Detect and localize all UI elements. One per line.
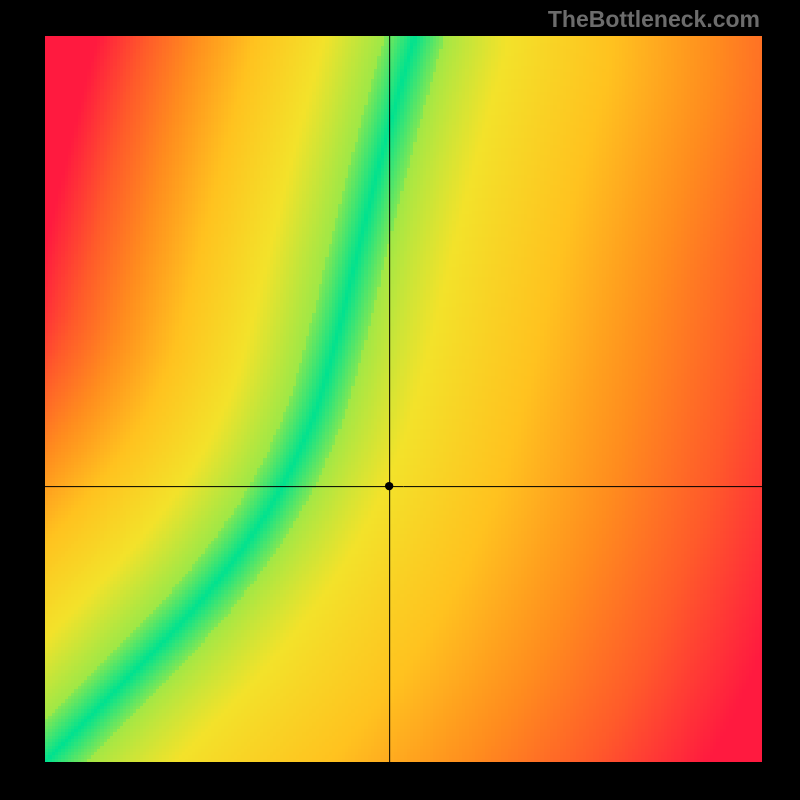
bottleneck-heatmap [45, 36, 762, 762]
chart-container: TheBottleneck.com [0, 0, 800, 800]
watermark-text: TheBottleneck.com [548, 6, 760, 33]
